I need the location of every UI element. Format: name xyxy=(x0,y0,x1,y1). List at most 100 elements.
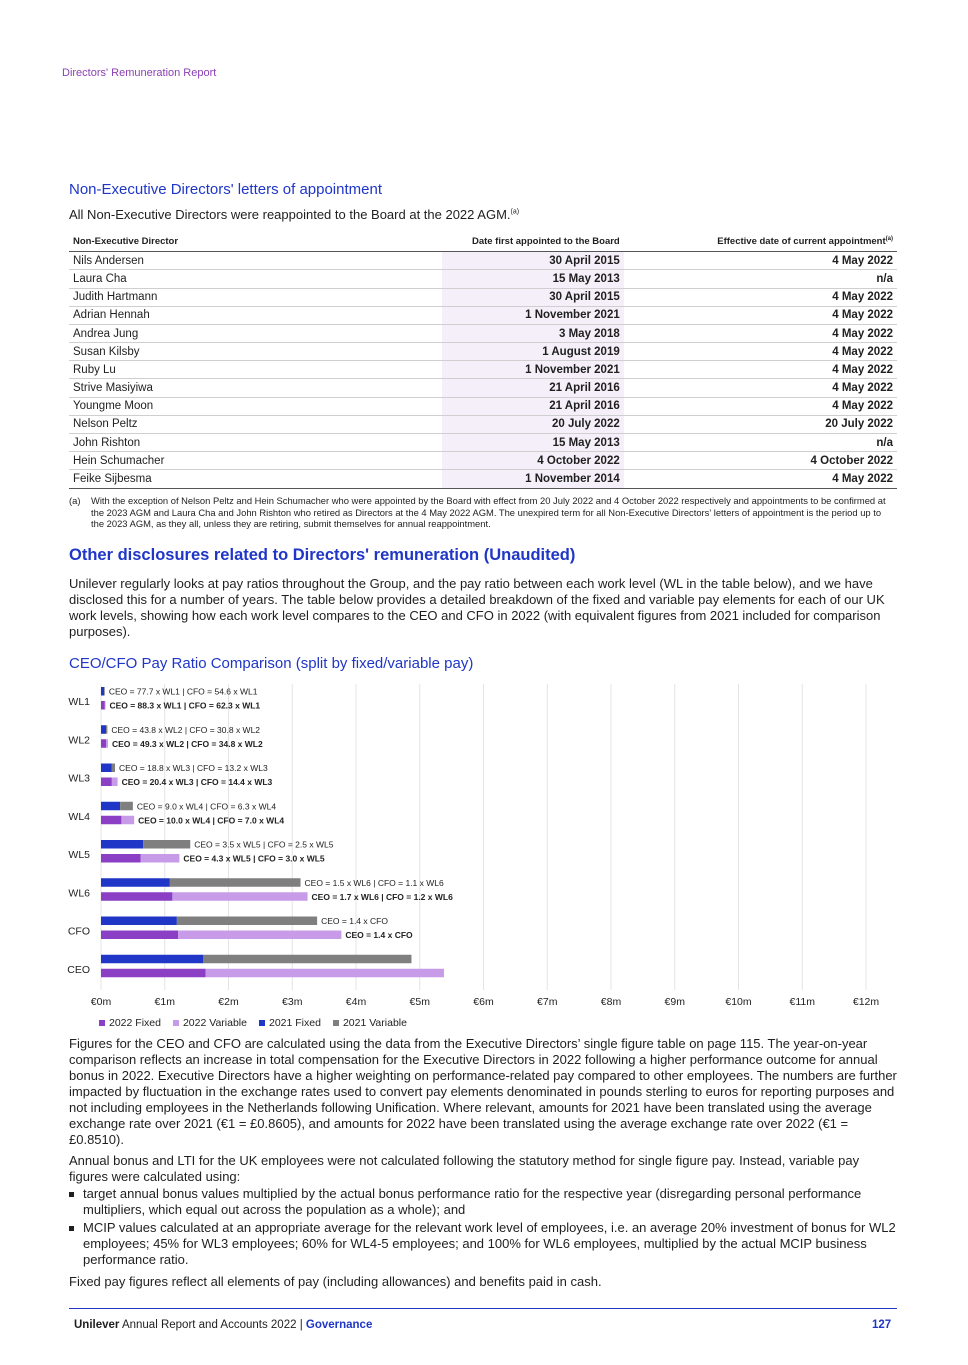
x-tick-label: €11m xyxy=(790,996,816,1008)
list-item-text: MCIP values calculated at an appropriate… xyxy=(83,1220,896,1267)
cell-first-appointed: 1 August 2019 xyxy=(441,342,624,362)
bar-2021-fixed xyxy=(101,916,177,925)
letters-heading: Non-Executive Directors' letters of appo… xyxy=(69,181,383,198)
ned-appointments-table: Non-Executive Director Date first appoin… xyxy=(69,233,897,489)
x-tick-label: €9m xyxy=(665,996,686,1008)
bar-2022-fixed xyxy=(101,968,206,978)
disclosures-heading: Other disclosures related to Directors' … xyxy=(69,546,576,564)
chart-legend: 2022 Fixed 2022 Variable 2021 Fixed 2021… xyxy=(99,1017,407,1029)
table-header-row: Non-Executive Director Date first appoin… xyxy=(69,233,897,253)
variable-pay-intro: Annual bonus and LTI for the UK employee… xyxy=(69,1153,860,1184)
table-row: Hein Schumacher 4 October 2022 4 October 2… xyxy=(69,451,897,471)
cell-current-appointment: 4 May 2022 xyxy=(623,288,897,307)
cell-current-appointment: 4 May 2022 xyxy=(623,378,897,398)
bar-2021-variable xyxy=(143,840,191,849)
bar-2021-fixed xyxy=(101,840,144,849)
bar-2021-fixed xyxy=(101,763,112,772)
cell-director: Feike Sijbesma xyxy=(69,469,442,489)
x-tick-label: €8m xyxy=(601,996,622,1008)
data-label-2021: CEO = 9.0 x WL4 | CFO = 6.3 x WL4 xyxy=(137,801,276,811)
table-row: John Rishton 15 May 2013 n/a xyxy=(69,433,897,453)
data-label-2022: CEO = 20.4 x WL3 | CFO = 14.4 x WL3 xyxy=(122,777,273,787)
bar-2021-variable xyxy=(104,687,105,696)
bar-2022-fixed xyxy=(101,701,105,710)
y-category-label: CEO xyxy=(67,964,90,976)
col-director: Non-Executive Director xyxy=(69,233,442,253)
variable-pay-list: target annual bonus values multiplied by… xyxy=(69,1186,899,1270)
table-row: Strive Masiyiwa 21 April 2016 4 May 2022 xyxy=(69,378,897,398)
table-row: Judith Hartmann 30 April 2015 4 May 2022 xyxy=(69,288,897,307)
x-tick-label: €0m xyxy=(91,996,112,1008)
cell-first-appointed: 15 May 2013 xyxy=(441,269,624,289)
x-tick-label: €1m xyxy=(155,996,176,1008)
col-first-appointed: Date first appointed to the Board xyxy=(441,233,624,253)
cell-current-appointment: 4 May 2022 xyxy=(623,324,897,344)
cell-current-appointment: 4 May 2022 xyxy=(623,469,897,489)
bullet-icon xyxy=(69,1226,74,1231)
y-category-label: CFO xyxy=(68,926,90,938)
data-label-2021: CEO = 3.5 x WL5 | CFO = 2.5 x WL5 xyxy=(194,840,333,850)
bar-2022-variable xyxy=(111,777,118,786)
bar-2021-variable xyxy=(111,763,116,772)
col-current-appointment-note: (a) xyxy=(885,236,893,242)
cell-first-appointed: 30 April 2015 xyxy=(441,288,624,307)
bar-2021-variable xyxy=(106,725,108,734)
legend-swatch-2021-variable xyxy=(332,1020,339,1026)
bar-2021-fixed xyxy=(101,801,121,811)
table-row: Susan Kilsby 1 August 2019 4 May 2022 xyxy=(69,342,897,362)
bullet-icon xyxy=(69,1192,74,1197)
data-label-2021: CEO = 1.5 x WL6 | CFO = 1.1 x WL6 xyxy=(305,878,444,888)
legend-label-2022-variable: 2022 Variable xyxy=(182,1017,247,1029)
cell-director: Adrian Hennah xyxy=(69,306,442,325)
cell-first-appointed: 30 April 2015 xyxy=(441,251,624,271)
footnote-text: With the exception of Nelson Peltz and H… xyxy=(91,495,886,530)
bar-2022-fixed xyxy=(101,892,173,901)
page-number: 127 xyxy=(872,1319,892,1331)
footnote-mark: (a) xyxy=(69,495,81,506)
cell-director: Susan Kilsby xyxy=(69,342,442,362)
cell-director: Nelson Peltz xyxy=(69,415,442,435)
table-row: Feike Sijbesma 1 November 2014 4 May 2022 xyxy=(69,469,897,489)
table-row: Laura Cha 15 May 2013 n/a xyxy=(69,269,897,289)
cell-first-appointed: 1 November 2021 xyxy=(441,360,624,380)
x-tick-label: €4m xyxy=(346,996,367,1008)
bar-2022-fixed xyxy=(101,815,122,825)
bar-2022-fixed xyxy=(101,930,179,939)
data-label-2021: CEO = 1.4 x CFO xyxy=(321,916,388,926)
footer-brand: Unilever xyxy=(74,1319,120,1331)
data-label-2022: CEO = 88.3 x WL1 | CFO = 62.3 x WL1 xyxy=(109,701,260,711)
cell-current-appointment: 4 May 2022 xyxy=(623,360,897,380)
bar-2021-fixed xyxy=(101,687,105,696)
cell-director: Youngme Moon xyxy=(69,397,442,416)
x-tick-label: €10m xyxy=(725,996,752,1008)
data-label-2021: CEO = 43.8 x WL2 | CFO = 30.8 x WL2 xyxy=(111,725,260,735)
cell-current-appointment: 4 May 2022 xyxy=(623,397,897,416)
bar-2021-variable xyxy=(120,801,133,811)
running-header: Directors' Remuneration Report xyxy=(62,67,217,79)
list-item: target annual bonus values multiplied by… xyxy=(69,1186,899,1218)
table-row: Andrea Jung 3 May 2018 4 May 2022 xyxy=(69,324,897,344)
legend-item-2021-variable: 2021 Variable xyxy=(332,1017,407,1029)
bar-2021-variable xyxy=(176,916,318,925)
legend-label-2021-fixed: 2021 Fixed xyxy=(268,1017,321,1029)
cell-director: John Rishton xyxy=(69,433,442,453)
bar-2022-variable xyxy=(178,930,342,939)
cell-current-appointment: 4 May 2022 xyxy=(623,251,897,271)
letters-intro: All Non-Executive Directors were reappoi… xyxy=(69,207,519,222)
cell-director: Andrea Jung xyxy=(69,324,442,344)
disclosures-intro: Unilever regularly looks at pay ratios t… xyxy=(69,576,885,639)
cell-first-appointed: 4 October 2022 xyxy=(441,451,624,471)
cell-first-appointed: 1 November 2014 xyxy=(441,469,624,489)
legend-item-2022-variable: 2022 Variable xyxy=(172,1017,247,1029)
chart-heading: CEO/CFO Pay Ratio Comparison (split by f… xyxy=(69,655,474,672)
list-item-text: target annual bonus values multiplied by… xyxy=(83,1186,862,1217)
x-tick-label: €7m xyxy=(537,996,558,1008)
bar-2022-variable xyxy=(205,968,444,978)
cell-current-appointment: n/a xyxy=(623,269,897,289)
table-row: Ruby Lu 1 November 2021 4 May 2022 xyxy=(69,360,897,380)
data-label-2022: CEO = 1.7 x WL6 | CFO = 1.2 x WL6 xyxy=(312,892,454,902)
bar-2022-variable xyxy=(172,892,308,901)
data-label-2022: CEO = 4.3 x WL5 | CFO = 3.0 x WL5 xyxy=(183,854,325,864)
fixed-pay-note: Fixed pay figures reflect all elements o… xyxy=(69,1274,602,1289)
footer-title: Unilever Annual Report and Accounts 2022… xyxy=(74,1319,372,1331)
